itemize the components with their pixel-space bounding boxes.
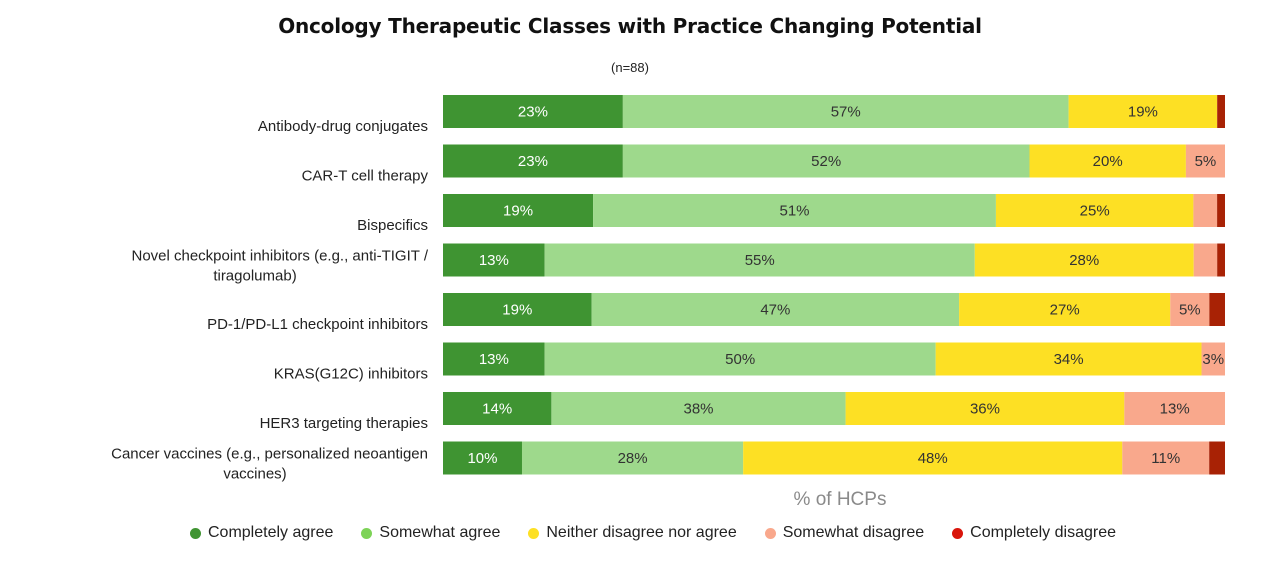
data-label-somewhat-agree-2: 51% bbox=[779, 203, 809, 220]
legend-label: Somewhat agree bbox=[379, 524, 501, 541]
category-label-6: HER3 targeting therapies bbox=[260, 415, 428, 432]
bar-somewhat-agree-3 bbox=[544, 243, 975, 277]
data-label-somewhat-agree-3: 55% bbox=[745, 252, 775, 269]
legend: Completely agree Somewhat agree Neither … bbox=[0, 524, 1276, 542]
bar-completely-disagree-0 bbox=[1217, 95, 1225, 128]
data-label-somewhat-agree-0: 57% bbox=[831, 104, 861, 121]
bar-somewhat-agree-7 bbox=[521, 441, 744, 475]
legend-label: Completely disagree bbox=[970, 524, 1116, 541]
bar-completely-disagree-4 bbox=[1209, 293, 1225, 326]
bar-completely-agree-1 bbox=[443, 144, 623, 178]
data-label-completely-agree-0: 23% bbox=[518, 104, 548, 121]
legend-label: Neither disagree nor agree bbox=[546, 524, 737, 541]
data-label-somewhat-agree-5: 50% bbox=[725, 351, 755, 368]
bar-somewhat-disagree-4 bbox=[1170, 293, 1210, 326]
bar-somewhat-disagree-3 bbox=[1193, 243, 1218, 277]
category-label-5: KRAS(G12C) inhibitors bbox=[274, 366, 428, 383]
data-label-completely-agree-2: 19% bbox=[503, 203, 533, 220]
data-label-completely-agree-7: 10% bbox=[467, 450, 497, 467]
data-label-somewhat-agree-4: 47% bbox=[760, 302, 790, 319]
bar-completely-disagree-3 bbox=[1217, 243, 1225, 277]
bar-neither-1 bbox=[1029, 144, 1186, 178]
data-label-neither-0: 19% bbox=[1128, 104, 1158, 121]
legend-item-somewhat-disagree: Somewhat disagree bbox=[764, 524, 925, 542]
data-label-somewhat-agree-1: 52% bbox=[811, 153, 841, 170]
chart-subtitle: (n=88) bbox=[611, 60, 649, 75]
legend-item-neither: Neither disagree nor agree bbox=[528, 524, 737, 542]
bar-completely-disagree-2 bbox=[1217, 194, 1225, 227]
bar-somewhat-disagree-2 bbox=[1193, 194, 1218, 227]
bar-somewhat-agree-6 bbox=[551, 392, 846, 425]
data-label-somewhat-disagree-5: 3% bbox=[1202, 351, 1224, 368]
category-label-0: Antibody-drug conjugates bbox=[258, 118, 428, 135]
bar-neither-0 bbox=[1068, 95, 1218, 128]
bar-somewhat-agree-4 bbox=[591, 293, 960, 326]
legend-swatch bbox=[190, 527, 201, 539]
chart-title: Oncology Therapeutic Classes with Practi… bbox=[278, 14, 982, 38]
category-label-line: tiragolumab) bbox=[213, 268, 296, 285]
bar-completely-agree-7 bbox=[443, 441, 522, 475]
data-label-neither-6: 36% bbox=[970, 401, 1000, 418]
data-label-somewhat-disagree-4: 5% bbox=[1179, 302, 1201, 319]
data-label-neither-5: 34% bbox=[1054, 351, 1084, 368]
bar-completely-agree-2 bbox=[443, 194, 594, 227]
data-label-completely-agree-4: 19% bbox=[502, 302, 532, 319]
bar-completely-agree-6 bbox=[443, 392, 552, 425]
category-label-2: Bispecifics bbox=[357, 217, 428, 234]
legend-swatch bbox=[764, 527, 776, 539]
legend-swatch bbox=[952, 527, 964, 539]
bar-completely-agree-4 bbox=[443, 293, 592, 326]
bar-neither-4 bbox=[959, 293, 1171, 326]
bar-neither-2 bbox=[995, 194, 1194, 227]
bar-somewhat-disagree-1 bbox=[1185, 144, 1225, 178]
bar-somewhat-agree-0 bbox=[622, 95, 1069, 128]
bar-neither-5 bbox=[935, 342, 1202, 376]
data-label-somewhat-disagree-7: 11% bbox=[1151, 450, 1180, 467]
category-label-4: PD-1/PD-L1 checkpoint inhibitors bbox=[207, 316, 428, 333]
legend-swatch bbox=[361, 527, 373, 539]
data-label-neither-3: 28% bbox=[1069, 252, 1099, 269]
bar-somewhat-agree-2 bbox=[593, 194, 996, 227]
category-label-line: Cancer vaccines (e.g., personalized neoa… bbox=[111, 446, 428, 463]
bars-layer: 23% 57% 19% 23% 52% 20% 5% 19% 51% 25% 13% 55% 28% 19… bbox=[443, 95, 1225, 475]
data-label-completely-agree-5: 13% bbox=[479, 351, 509, 368]
bar-completely-agree-0 bbox=[443, 95, 623, 128]
data-label-neither-7: 48% bbox=[918, 450, 948, 467]
data-label-neither-1: 20% bbox=[1093, 153, 1123, 170]
category-labels-layer: Antibody-drug conjugates CAR-T cell thera… bbox=[111, 118, 429, 483]
bar-completely-agree-5 bbox=[443, 342, 545, 376]
legend-item-completely-disagree: Completely disagree bbox=[952, 524, 1116, 542]
bar-somewhat-agree-1 bbox=[622, 144, 1030, 178]
bar-somewhat-agree-5 bbox=[544, 342, 936, 376]
legend-label: Completely agree bbox=[208, 524, 334, 541]
legend-item-somewhat-agree: Somewhat agree bbox=[361, 524, 500, 542]
bar-completely-agree-3 bbox=[443, 243, 545, 277]
bar-somewhat-disagree-7 bbox=[1122, 441, 1210, 475]
data-label-completely-agree-6: 14% bbox=[482, 401, 512, 418]
data-label-neither-4: 27% bbox=[1050, 302, 1080, 319]
data-label-somewhat-disagree-6: 13% bbox=[1160, 401, 1190, 418]
bar-neither-7 bbox=[743, 441, 1123, 475]
bar-somewhat-disagree-5 bbox=[1201, 342, 1225, 376]
data-label-somewhat-agree-7: 28% bbox=[618, 450, 648, 467]
data-label-somewhat-agree-6: 38% bbox=[683, 401, 713, 418]
category-label-line: Novel checkpoint inhibitors (e.g., anti-… bbox=[131, 248, 428, 265]
x-axis-label: % of HCPs bbox=[794, 489, 887, 510]
data-label-completely-agree-3: 13% bbox=[479, 252, 509, 269]
data-label-neither-2: 25% bbox=[1080, 203, 1110, 220]
bar-completely-disagree-7 bbox=[1209, 441, 1225, 475]
bar-somewhat-disagree-6 bbox=[1124, 392, 1225, 425]
bar-neither-6 bbox=[845, 392, 1125, 425]
data-label-somewhat-disagree-1: 5% bbox=[1195, 153, 1217, 170]
category-label-line: vaccines) bbox=[223, 466, 286, 483]
bar-neither-3 bbox=[974, 243, 1194, 277]
legend-item-completely-agree: Completely agree bbox=[190, 524, 333, 542]
category-label-3: Novel checkpoint inhibitors (e.g., anti-… bbox=[131, 248, 428, 285]
legend-swatch bbox=[528, 527, 540, 539]
legend-label: Somewhat disagree bbox=[782, 524, 925, 541]
data-label-completely-agree-1: 23% bbox=[518, 153, 548, 170]
category-label-7: Cancer vaccines (e.g., personalized neoa… bbox=[111, 446, 428, 483]
category-label-1: CAR-T cell therapy bbox=[302, 168, 429, 185]
